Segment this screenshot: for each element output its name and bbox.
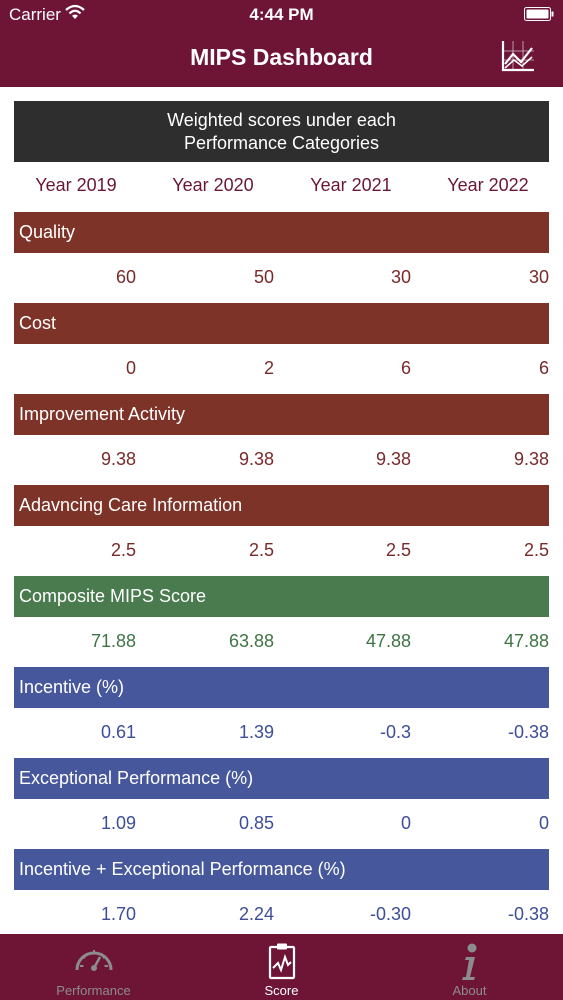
score-value: -0.38 [507, 904, 549, 924]
category-header-incentive-plus-exceptional: Incentive + Exceptional Performance (%) [14, 849, 549, 890]
category-header-cost: Cost [14, 303, 549, 344]
clock-time: 4:44 PM [249, 5, 314, 24]
score-value: 0.61 [100, 722, 136, 742]
score-value: -0.3 [379, 722, 411, 742]
score-value: 71.88 [90, 631, 136, 651]
category-values-exceptional-performance: 1.09 0.85 0 0 [0, 813, 563, 839]
score-value: 9.38 [375, 449, 411, 469]
tab-label: Score [264, 983, 299, 998]
score-value: 47.88 [365, 631, 411, 651]
score-value: -0.30 [369, 904, 411, 924]
tab-performance[interactable]: Performance [0, 934, 187, 1000]
wifi-icon [65, 4, 85, 19]
category-header-improvement-activity: Improvement Activity [14, 394, 549, 435]
tab-label: About [452, 983, 487, 998]
category-values-composite-mips-score: 71.88 63.88 47.88 47.88 [0, 631, 563, 657]
info-icon [461, 943, 476, 980]
nav-header: Carrier 4:44 PM MIPS Dashboard [0, 0, 563, 87]
score-value: 0.85 [238, 813, 274, 833]
score-value: 63.88 [228, 631, 274, 651]
score-value: 1.70 [100, 904, 136, 924]
year-header: Year 2020 [172, 175, 254, 195]
category-header-exceptional-performance: Exceptional Performance (%) [14, 758, 549, 799]
category-header-quality: Quality [14, 212, 549, 253]
page-title: MIPS Dashboard [190, 44, 373, 70]
score-value: 9.38 [513, 449, 549, 469]
score-value: 47.88 [503, 631, 549, 651]
caption-line-2: Performance Categories [183, 132, 380, 153]
score-value: 0 [400, 813, 411, 833]
score-value: 1.09 [100, 813, 136, 833]
speedometer-icon [75, 950, 112, 971]
score-value: 0 [538, 813, 549, 833]
tab-bar: Performance Score About [0, 934, 563, 1000]
category-values-advancing-care-information: 2.5 2.5 2.5 2.5 [0, 540, 563, 566]
category-values-incentive: 0.61 1.39 -0.3 -0.38 [0, 722, 563, 748]
battery-icon [524, 7, 554, 21]
score-value: 0 [125, 358, 136, 378]
score-value: 50 [253, 267, 274, 287]
score-value: -0.38 [507, 722, 549, 742]
carrier-label: Carrier [9, 5, 61, 24]
tab-score[interactable]: Score [188, 934, 375, 1000]
score-value: 2.24 [238, 904, 274, 924]
caption-line-1: Weighted scores under each [167, 109, 396, 130]
category-values-incentive-plus-exceptional: 1.70 2.24 -0.30 -0.38 [0, 904, 563, 930]
clipboard-chart-icon [268, 943, 295, 980]
category-values-quality: 60 50 30 30 [0, 267, 563, 293]
score-value: 30 [390, 267, 411, 287]
table-caption: Weighted scores under each Performance C… [14, 101, 549, 162]
tab-label: Performance [56, 983, 131, 998]
score-value: 2.5 [110, 540, 136, 560]
score-value: 2.5 [523, 540, 549, 560]
category-header-advancing-care-information: Adavncing Care Information [14, 485, 549, 526]
score-value: 60 [115, 267, 136, 287]
category-values-improvement-activity: 9.38 9.38 9.38 9.38 [0, 449, 563, 475]
score-value: 1.39 [238, 722, 274, 742]
year-header: Year 2021 [310, 175, 392, 195]
tab-about[interactable]: About [376, 934, 563, 1000]
year-header: Year 2022 [447, 175, 529, 195]
score-value: 2.5 [385, 540, 411, 560]
year-header: Year 2019 [35, 175, 117, 195]
score-value: 6 [400, 358, 411, 378]
category-header-incentive: Incentive (%) [14, 667, 549, 708]
year-header-row: Year 2019 Year 2020 Year 2021 Year 2022 [14, 175, 549, 199]
score-value: 2.5 [248, 540, 274, 560]
score-value: 9.38 [238, 449, 274, 469]
category-values-cost: 0 2 6 6 [0, 358, 563, 384]
category-header-composite-mips-score: Composite MIPS Score [14, 576, 549, 617]
score-value: 2 [263, 358, 274, 378]
score-value: 6 [538, 358, 549, 378]
chart-button[interactable] [500, 38, 536, 74]
score-value: 30 [528, 267, 549, 287]
score-value: 9.38 [100, 449, 136, 469]
status-bar: Carrier 4:44 PM [0, 0, 563, 30]
